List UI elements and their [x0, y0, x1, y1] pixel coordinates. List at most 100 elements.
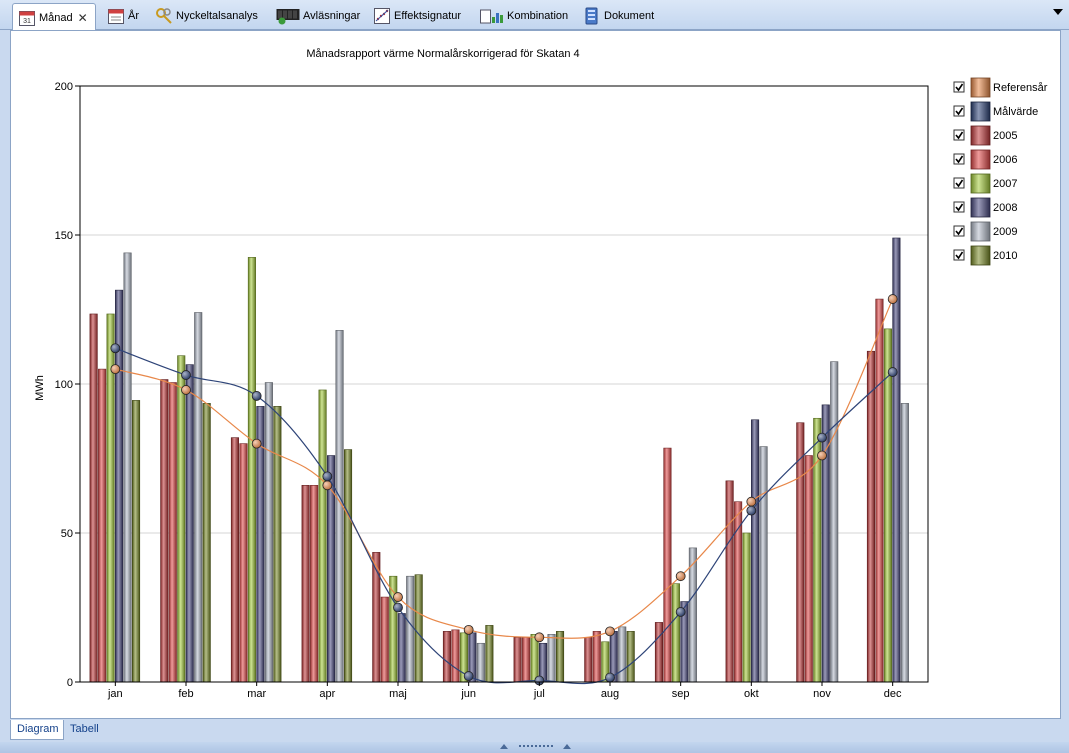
y-axis-label: MWh: [34, 375, 46, 401]
tab-manad[interactable]: 31 Månad ✕: [12, 3, 96, 31]
tab-ar[interactable]: År: [102, 3, 144, 29]
bar-2006-mar: [239, 443, 248, 683]
collapse-up-arrow-icon[interactable]: [500, 744, 508, 749]
bar-2010-apr: [343, 449, 353, 683]
legend-item-2007[interactable]: 2007: [953, 173, 1017, 194]
bar-2007-okt: [742, 532, 751, 683]
bar-2006-jan: [98, 368, 107, 683]
legend-item-2008[interactable]: 2008: [953, 197, 1017, 218]
tab-effektsignatur[interactable]: Effektsignatur: [368, 3, 466, 29]
legend-checkbox[interactable]: [953, 129, 965, 141]
legend-checkbox[interactable]: [953, 225, 965, 237]
point-Referensår-jun: [463, 624, 474, 635]
bar-2009-okt: [759, 446, 768, 683]
point-Målvärde-nov: [817, 432, 827, 443]
x-tick-label: dec: [884, 688, 902, 700]
x-tick-label: okt: [744, 688, 759, 700]
point-Referensår-maj: [393, 592, 403, 602]
bar-2006-jun: [451, 629, 460, 683]
bar-2009-aug: [618, 626, 627, 683]
tab-diagram[interactable]: Diagram: [10, 720, 64, 740]
bar-2005-feb: [160, 379, 169, 683]
legend-checkbox[interactable]: [953, 153, 965, 165]
legend-checkbox[interactable]: [953, 249, 965, 261]
point-Målvärde-feb: [181, 370, 191, 380]
legend-checkbox-box: [953, 129, 965, 141]
legend-swatch: [970, 221, 991, 242]
splitter-bar[interactable]: [0, 742, 1069, 753]
check-icon: [955, 107, 964, 116]
point-Målvärde-dec: [887, 367, 898, 377]
bar-2007-mar: [247, 257, 256, 683]
tab-kombination-label: Kombination: [507, 10, 569, 22]
tab-nyckeltalsanalys-label: Nyckeltalsanalys: [176, 10, 258, 22]
bar-2009-jan: [123, 252, 132, 683]
tab-dokument[interactable]: Dokument: [578, 3, 659, 29]
x-tick-label: jan: [107, 688, 123, 700]
tab-kombination[interactable]: Kombination: [475, 3, 573, 29]
legend-checkbox[interactable]: [953, 201, 965, 213]
bar-2005-jul: [513, 636, 522, 683]
legend-label: 2007: [993, 178, 1017, 190]
tab-avlasningar[interactable]: Avläsningar: [271, 3, 365, 29]
legend-checkbox-box: [953, 249, 965, 261]
legend-item-Målvärde[interactable]: Målvärde: [953, 101, 1038, 122]
point-Referensår-okt: [746, 496, 757, 507]
report-tab-bar: 31 Månad ✕ År Nyckeltalsanalys Avläs: [0, 0, 1069, 31]
legend-swatch: [970, 149, 991, 170]
bar-2006-dec: [875, 298, 884, 683]
legend-checkbox[interactable]: [953, 105, 965, 117]
point-Referensår-dec: [887, 294, 898, 304]
tab-overflow-chevron-down-icon[interactable]: [1053, 9, 1063, 15]
point-Målvärde-maj: [393, 602, 403, 613]
legend-swatch: [970, 125, 991, 146]
bar-2005-dec: [866, 350, 876, 683]
tab-nyckeltalsanalys[interactable]: Nyckeltalsanalys: [150, 3, 263, 29]
point-Referensår-jul: [534, 632, 545, 643]
legend-checkbox-box: [953, 105, 965, 117]
point-Målvärde-mar: [251, 391, 262, 401]
legend-checkbox[interactable]: [953, 81, 965, 93]
check-icon: [955, 179, 964, 188]
legend-checkbox[interactable]: [953, 177, 965, 189]
bar-2005-sep: [654, 622, 664, 683]
point-Målvärde-jan: [110, 343, 121, 354]
legend-item-2010[interactable]: 2010: [953, 245, 1017, 266]
splitter-grip-icon[interactable]: [519, 745, 555, 747]
point-Referensår-feb: [181, 385, 191, 395]
legend-item-2006[interactable]: 2006: [953, 149, 1017, 170]
bar-2009-jul: [547, 634, 556, 683]
bar-2009-jun: [476, 642, 485, 683]
bar-2006-maj: [380, 596, 389, 683]
point-Referensår-nov: [817, 450, 827, 461]
bar-2007-dec: [883, 328, 892, 683]
bar-2008-maj: [397, 613, 406, 683]
plot-frame: [79, 85, 929, 683]
tab-close-icon[interactable]: ✕: [77, 10, 88, 25]
point-Målvärde-jun: [463, 671, 474, 681]
x-tick-label: aug: [601, 688, 619, 700]
bars: [89, 237, 909, 683]
combination-icon: [480, 9, 503, 24]
legend: Referensår Målvärde 2005 2006 2007 2008 2009 20…: [953, 77, 1048, 266]
check-icon: [955, 131, 964, 140]
legend-checkbox-box: [953, 225, 965, 237]
chart-title: Månadsrapport värme Normalårskorrigerad …: [306, 48, 579, 60]
x-tick-label: jul: [533, 688, 545, 700]
expand-up-arrow-icon[interactable]: [563, 744, 571, 749]
y-tick-label: 100: [55, 379, 73, 391]
legend-item-Referensår[interactable]: Referensår: [953, 77, 1048, 98]
document-icon: [585, 7, 598, 25]
bar-2005-mar: [230, 437, 240, 683]
x-tick-label: maj: [389, 688, 407, 700]
bar-2009-nov: [830, 361, 839, 683]
x-tick-label: mar: [247, 688, 266, 700]
point-Referensår-jan: [110, 364, 121, 375]
check-icon: [955, 203, 964, 212]
legend-item-2005[interactable]: 2005: [953, 125, 1017, 146]
bar-2009-sep: [688, 547, 697, 683]
bar-2006-nov: [804, 455, 813, 683]
tab-manad-label: Månad: [39, 11, 73, 24]
tab-tabell[interactable]: Tabell: [70, 723, 99, 735]
legend-item-2009[interactable]: 2009: [953, 221, 1017, 242]
